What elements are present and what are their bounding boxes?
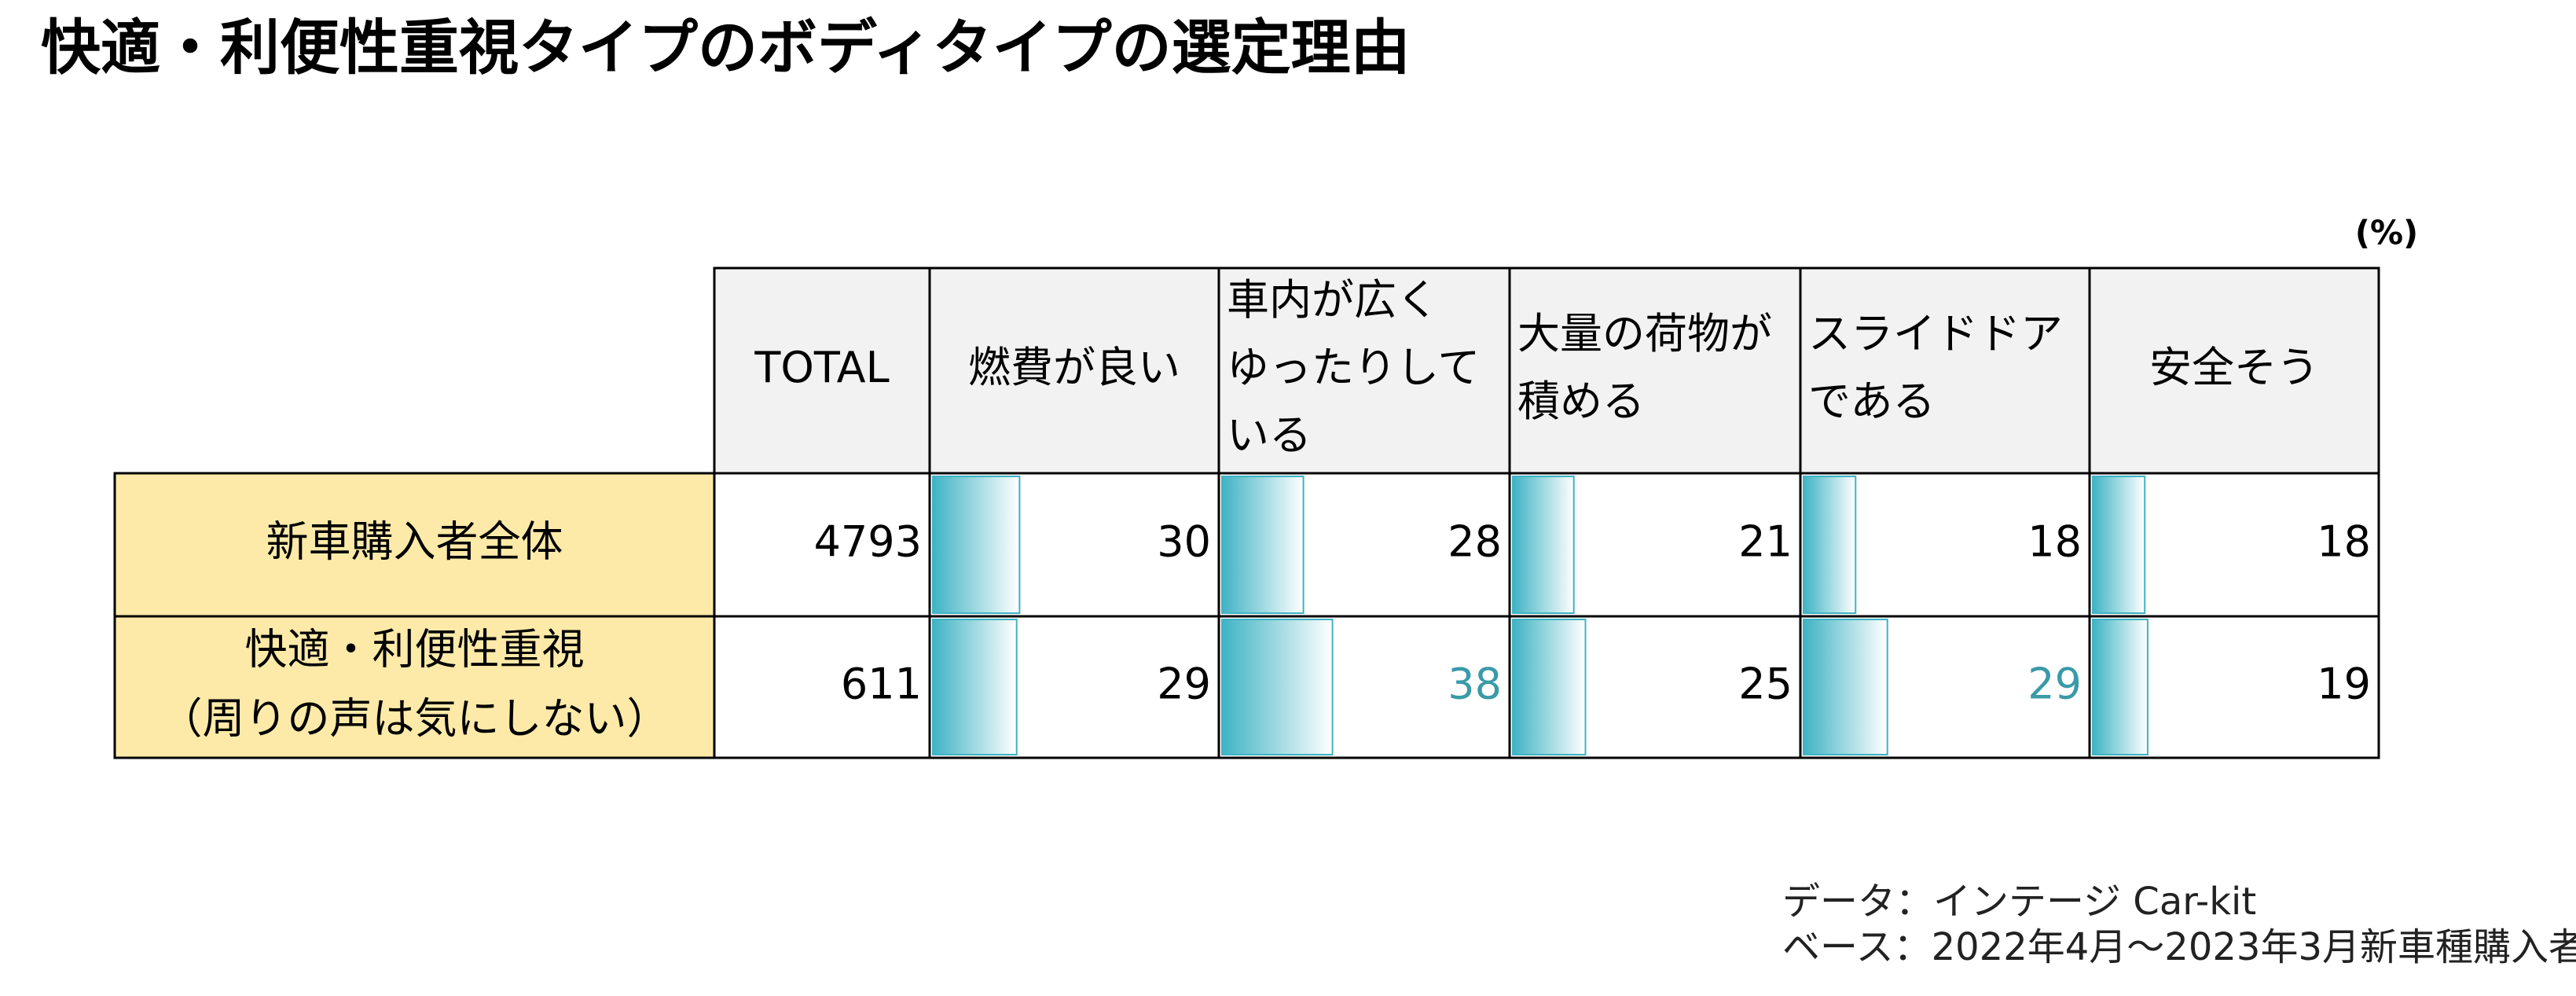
bar bbox=[2092, 619, 2149, 755]
header-cell bbox=[1217, 266, 1511, 475]
value-label: 29 bbox=[2027, 660, 2082, 709]
header-total: TOTAL bbox=[754, 343, 889, 392]
unit: (%) bbox=[2355, 214, 2418, 252]
column-header: 積める bbox=[1517, 377, 1645, 426]
header-cell bbox=[713, 266, 931, 475]
header-cell bbox=[1508, 266, 1802, 475]
column-header: 燃費が良い bbox=[968, 343, 1180, 392]
header-cell bbox=[1799, 266, 2091, 475]
column-header: 大量の荷物が bbox=[1517, 309, 1772, 358]
column-header: 安全そう bbox=[2149, 343, 2319, 392]
bar bbox=[1512, 476, 1575, 614]
bar bbox=[1803, 476, 1857, 614]
total-cell bbox=[713, 615, 931, 759]
row-label: 快適・利便性重視 bbox=[245, 625, 585, 674]
header-cell bbox=[928, 266, 1220, 475]
footer-note: データ：インテージ Car-kit bbox=[1782, 880, 2256, 924]
row-label-cell bbox=[113, 615, 716, 759]
column-header: である bbox=[1808, 377, 1935, 426]
value-label: 38 bbox=[1448, 660, 1502, 709]
bar bbox=[932, 619, 1018, 755]
bar bbox=[1803, 619, 1888, 755]
value-label: 18 bbox=[2317, 517, 2371, 567]
bar bbox=[1512, 619, 1587, 755]
value-label: 18 bbox=[2027, 517, 2082, 567]
total-value: 4793 bbox=[814, 517, 922, 567]
bar bbox=[1221, 619, 1334, 755]
value-label: 21 bbox=[1738, 517, 1793, 567]
row-label: 新車購入者全体 bbox=[266, 517, 563, 567]
column-header: スライドドア bbox=[1808, 309, 2063, 358]
value-label: 30 bbox=[1157, 517, 1211, 567]
column-header: 車内が広く bbox=[1227, 275, 1439, 325]
value-label: 28 bbox=[1448, 517, 1502, 567]
row-label-cell bbox=[113, 472, 716, 618]
value-label: 29 bbox=[1157, 660, 1211, 709]
row-label: （周りの声は気にしない） bbox=[160, 694, 670, 744]
total-value: 611 bbox=[841, 660, 922, 709]
value-label: 19 bbox=[2317, 660, 2371, 709]
footer-note: ベース：2022年4月～2023年3月新車種購入者 bbox=[1782, 925, 2576, 969]
bar bbox=[1221, 476, 1305, 614]
bar bbox=[932, 476, 1021, 614]
column-header: いる bbox=[1227, 410, 1312, 460]
header-cell bbox=[2088, 266, 2380, 475]
column-header: ゆったりして bbox=[1227, 343, 1480, 392]
bar bbox=[2092, 476, 2146, 614]
value-label: 25 bbox=[1738, 660, 1793, 709]
total-cell bbox=[713, 472, 931, 618]
title: 快適・利便性重視タイプのボディタイプの選定理由 bbox=[41, 13, 1411, 83]
